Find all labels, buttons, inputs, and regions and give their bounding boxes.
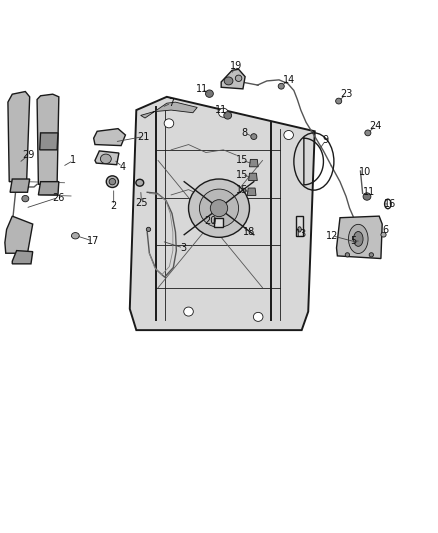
Text: 6: 6	[382, 225, 389, 236]
Text: 25: 25	[135, 198, 148, 208]
Text: 3: 3	[180, 243, 187, 253]
Polygon shape	[10, 179, 30, 192]
Text: 8: 8	[241, 128, 247, 138]
Text: 19: 19	[230, 61, 243, 71]
Polygon shape	[221, 69, 245, 89]
Polygon shape	[40, 133, 58, 150]
Polygon shape	[249, 173, 257, 181]
Text: 11: 11	[363, 187, 375, 197]
Text: 12: 12	[326, 231, 338, 241]
Text: 13: 13	[295, 229, 307, 239]
Ellipse shape	[298, 227, 301, 232]
Polygon shape	[39, 182, 59, 195]
Text: 7: 7	[168, 98, 174, 108]
Ellipse shape	[278, 83, 284, 89]
Text: 26: 26	[52, 192, 64, 203]
Text: 29: 29	[22, 150, 35, 160]
Ellipse shape	[100, 154, 111, 164]
Text: 23: 23	[340, 89, 352, 99]
Polygon shape	[336, 216, 382, 259]
Text: 17: 17	[87, 236, 99, 246]
Ellipse shape	[199, 189, 239, 227]
Ellipse shape	[210, 200, 228, 216]
Polygon shape	[130, 97, 315, 330]
Text: 15: 15	[236, 156, 248, 165]
Ellipse shape	[381, 232, 386, 237]
Ellipse shape	[369, 253, 374, 257]
Ellipse shape	[224, 112, 232, 119]
Ellipse shape	[106, 176, 118, 188]
Ellipse shape	[363, 193, 371, 200]
Ellipse shape	[336, 98, 342, 104]
Ellipse shape	[253, 312, 263, 321]
Polygon shape	[5, 216, 33, 253]
Text: 1: 1	[70, 156, 76, 165]
Ellipse shape	[136, 179, 144, 186]
Ellipse shape	[164, 119, 174, 128]
Ellipse shape	[284, 131, 293, 140]
Polygon shape	[95, 151, 119, 165]
Ellipse shape	[353, 231, 363, 246]
Polygon shape	[141, 102, 197, 118]
Bar	[296, 216, 304, 236]
Ellipse shape	[205, 90, 213, 98]
Text: 2: 2	[110, 200, 117, 211]
Text: 9: 9	[322, 135, 328, 146]
Ellipse shape	[349, 224, 368, 254]
Polygon shape	[247, 188, 256, 196]
Ellipse shape	[219, 108, 228, 117]
Polygon shape	[250, 159, 258, 167]
Text: 18: 18	[243, 227, 255, 237]
Ellipse shape	[235, 75, 242, 82]
Text: 11: 11	[195, 84, 208, 94]
Polygon shape	[12, 251, 33, 264]
Text: 10: 10	[359, 167, 371, 177]
Polygon shape	[94, 128, 125, 146]
Ellipse shape	[224, 77, 233, 85]
Text: 14: 14	[283, 75, 295, 85]
Text: 4: 4	[119, 162, 125, 172]
Text: 21: 21	[137, 132, 149, 142]
Ellipse shape	[71, 232, 79, 239]
Text: 5: 5	[350, 236, 356, 246]
Polygon shape	[37, 94, 59, 184]
Bar	[214, 217, 223, 227]
Ellipse shape	[251, 134, 257, 140]
Ellipse shape	[184, 307, 193, 316]
Ellipse shape	[109, 179, 116, 185]
Ellipse shape	[146, 227, 151, 231]
Text: 11: 11	[215, 105, 227, 115]
Ellipse shape	[22, 196, 29, 202]
Text: 24: 24	[370, 121, 382, 131]
Text: 15: 15	[236, 184, 248, 195]
Text: 20: 20	[204, 216, 216, 227]
Polygon shape	[8, 92, 30, 182]
Ellipse shape	[345, 253, 350, 257]
Ellipse shape	[188, 179, 250, 237]
Text: 16: 16	[384, 199, 396, 209]
Ellipse shape	[365, 130, 371, 136]
Text: 15: 15	[236, 170, 248, 180]
